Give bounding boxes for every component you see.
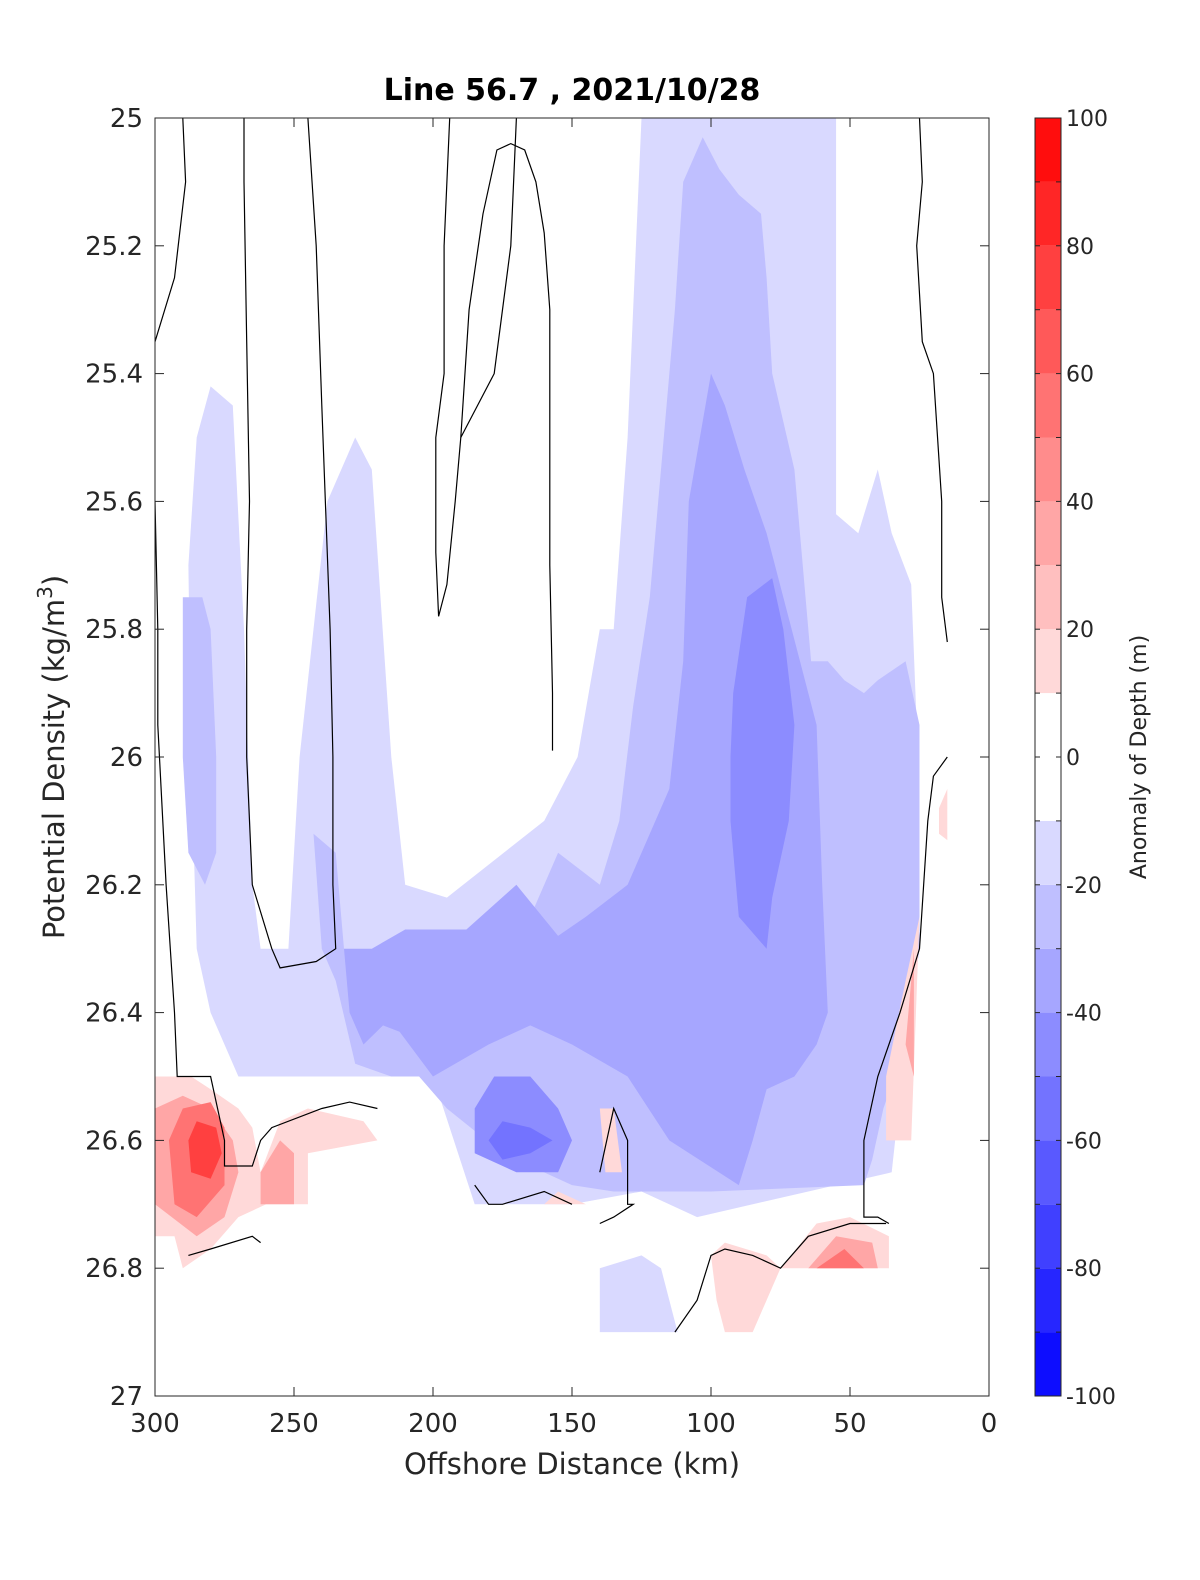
colorbar-segment: [1035, 1332, 1061, 1396]
anomaly-region-14: [599, 1108, 622, 1173]
colorbar-tick-label: 0: [1066, 746, 1080, 771]
colorbar: [1034, 117, 1062, 1397]
colorbar-segment: [1035, 1204, 1061, 1269]
zero-contour-3: [243, 118, 337, 969]
colorbar-segment: [1035, 437, 1061, 502]
y-tick-label: 25.4: [85, 360, 143, 390]
colorbar-tick-label: -20: [1066, 874, 1102, 899]
colorbar-segment: [1035, 181, 1061, 246]
colorbar-tick-label: -60: [1066, 1129, 1102, 1154]
colorbar-segment: [1035, 629, 1061, 694]
zero-contour-9: [599, 1106, 636, 1225]
colorbar-tick-label: 40: [1066, 490, 1094, 515]
colorbar-segment: [1035, 245, 1061, 310]
colorbar-segment: [1035, 118, 1061, 182]
colorbar-tick-label: -80: [1066, 1257, 1102, 1282]
y-tick-label: 26.4: [85, 999, 143, 1029]
y-axis-label: Potential Density (kg/m3): [33, 575, 71, 939]
x-tick-label: 0: [981, 1409, 998, 1439]
anomaly-region-18: [905, 948, 914, 1077]
anomaly-region-21: [816, 1249, 864, 1269]
zero-contour-1: [155, 118, 187, 342]
zero-contour-11: [474, 1184, 573, 1205]
y-tick-label: 25.2: [85, 232, 143, 262]
y-tick-label: 25.6: [85, 487, 143, 517]
anomaly-region-17: [260, 1140, 294, 1205]
zero-contour-4: [435, 118, 554, 751]
chart-title: Line 56.7 , 2021/10/28: [384, 73, 761, 108]
anomaly-region-15: [544, 1191, 586, 1205]
x-tick-label: 100: [686, 1409, 736, 1439]
x-tick-label: 150: [547, 1409, 597, 1439]
anomaly-region-22: [188, 1121, 222, 1179]
anomaly-region-10: [886, 916, 920, 1141]
anomaly-region-5: [344, 373, 828, 1186]
colorbar-tick-label: 20: [1066, 618, 1094, 643]
colorbar-tick-label: 60: [1066, 363, 1094, 388]
colorbar-segment: [1035, 1076, 1061, 1141]
anomaly-region-11: [939, 789, 948, 841]
colorbar-segment: [1035, 373, 1061, 438]
y-tick-label: 26: [110, 743, 143, 773]
colorbar-segment: [1035, 309, 1061, 374]
colorbar-tick-label: -100: [1066, 1385, 1116, 1410]
colorbar-segment: [1035, 693, 1061, 757]
colorbar-segment: [1035, 1268, 1061, 1333]
zero-contour-2: [155, 501, 378, 1167]
colorbar-segment: [1035, 1140, 1061, 1205]
y-tick-label: 27: [110, 1382, 143, 1412]
zero-contour-7: [863, 756, 948, 1225]
colorbar-segment: [1035, 757, 1061, 821]
anomaly-region-8: [488, 1121, 553, 1160]
y-tick-label: 26.8: [85, 1254, 143, 1284]
anomaly-fill-layer: [155, 118, 948, 1333]
colorbar-segment: [1035, 884, 1061, 949]
y-tick-label: 25: [110, 104, 143, 134]
x-tick-label: 250: [269, 1409, 319, 1439]
colorbar-tick-label: 80: [1066, 235, 1094, 260]
x-tick-label: 50: [833, 1409, 866, 1439]
anomaly-region-12: [711, 1242, 781, 1333]
zero-contour-5: [460, 118, 517, 438]
colorbar-segment: [1035, 948, 1061, 1013]
y-tick-label: 26.2: [85, 871, 143, 901]
colorbar-segment: [1035, 1012, 1061, 1077]
anomaly-region-2: [599, 1255, 678, 1333]
colorbar-segment: [1035, 565, 1061, 630]
x-axis-label: Offshore Distance (km): [404, 1447, 740, 1481]
y-axis: 25 25.2 25.4 25.6 25.8 26 26.2 26.4 26.6 26.8 27: [85, 104, 989, 1412]
anomaly-region-4: [182, 597, 217, 885]
zero-contour-10: [188, 1235, 261, 1256]
y-tick-label: 26.6: [85, 1126, 143, 1156]
zero-contour-8: [674, 1222, 887, 1333]
x-tick-label: 300: [130, 1409, 180, 1439]
colorbar-tick-label: 100: [1066, 107, 1108, 132]
x-tick-label: 200: [408, 1409, 458, 1439]
anomaly-region-6: [730, 578, 795, 949]
colorbar-label: Anomaly of Depth (m): [1127, 635, 1152, 879]
colorbar-segment: [1035, 820, 1061, 885]
zero-contour-6: [916, 118, 948, 643]
y-tick-label: 25.8: [85, 615, 143, 645]
zero-contour-layer: [155, 118, 948, 1333]
colorbar-ticks: 100 80 60 40 20 0 -20 -40 -60 -80 -100: [1035, 107, 1116, 1410]
colorbar-segment: [1035, 501, 1061, 566]
x-axis: 300 250 200 150 100 50 0: [130, 118, 997, 1439]
colorbar-tick-label: -40: [1066, 1002, 1102, 1027]
